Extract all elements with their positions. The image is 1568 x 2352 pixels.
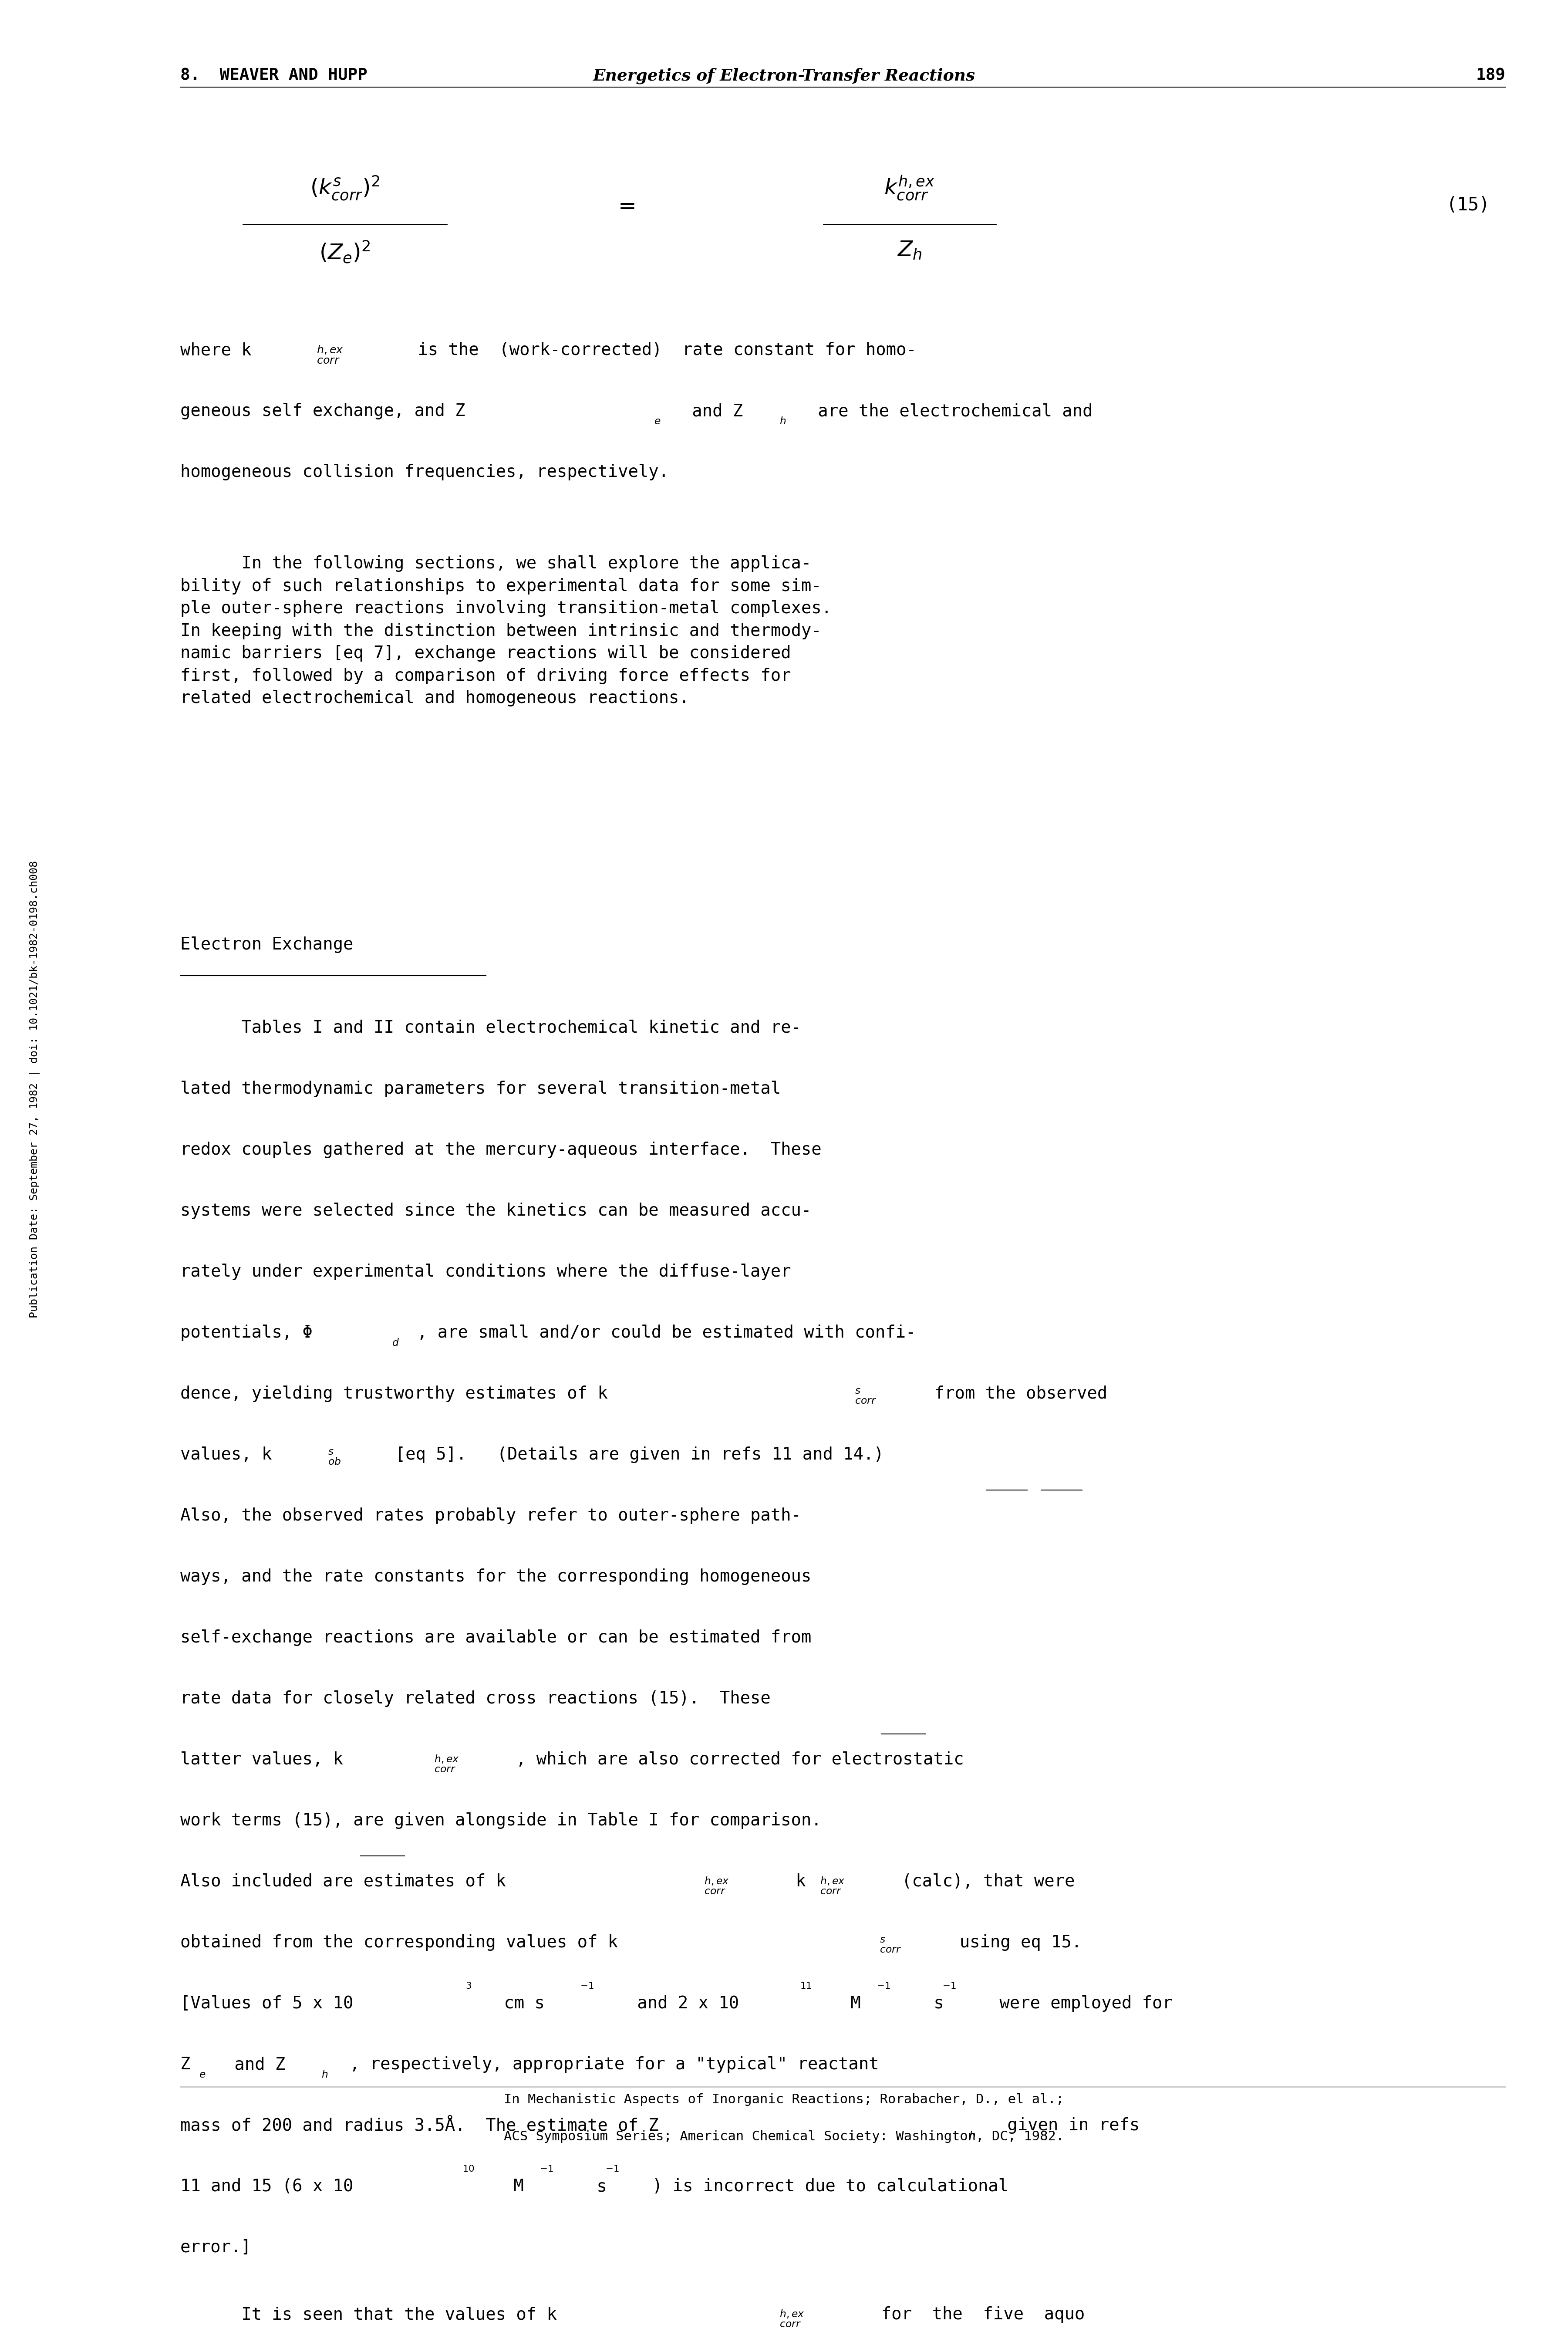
Text: ACS Symposium Series; American Chemical Society: Washington, DC, 1982.: ACS Symposium Series; American Chemical …	[503, 2131, 1065, 2143]
Text: $^{-1}$: $^{-1}$	[942, 1983, 956, 1997]
Text: Energetics of Electron-Transfer Reactions: Energetics of Electron-Transfer Reaction…	[593, 68, 975, 85]
Text: and Z: and Z	[224, 2056, 285, 2072]
Text: and 2 x 10: and 2 x 10	[627, 1994, 739, 2011]
Text: s: s	[924, 1994, 944, 2011]
Text: self-exchange reactions are available or can be estimated from: self-exchange reactions are available or…	[180, 1630, 811, 1646]
Text: using eq 15.: using eq 15.	[939, 1933, 1082, 1950]
Text: (calc), that were: (calc), that were	[902, 1872, 1074, 1891]
Text: $(k^s_{corr})^2$: $(k^s_{corr})^2$	[310, 174, 379, 202]
Text: from the observed: from the observed	[914, 1385, 1107, 1402]
Text: $_e$: $_e$	[654, 412, 660, 426]
Text: were employed for: were employed for	[989, 1994, 1173, 2011]
Text: $_d$: $_d$	[392, 1334, 400, 1348]
Text: $^{-1}$: $^{-1}$	[580, 1983, 594, 1997]
Text: $_h$: $_h$	[321, 2065, 328, 2079]
Text: $^{-1}$: $^{-1}$	[605, 2166, 619, 2178]
Text: Z: Z	[180, 2056, 190, 2072]
Text: $^{11}$: $^{11}$	[800, 1983, 812, 1997]
Text: s: s	[586, 2178, 607, 2194]
Text: M: M	[840, 1994, 861, 2011]
Text: , are small and/or could be estimated with confi-: , are small and/or could be estimated wi…	[417, 1324, 916, 1341]
Text: $^{h,ex}_{corr}$: $^{h,ex}_{corr}$	[317, 343, 343, 365]
Text: obtained from the corresponding values of k: obtained from the corresponding values o…	[180, 1933, 618, 1950]
Text: $_h$: $_h$	[779, 412, 786, 426]
Text: (15): (15)	[1446, 195, 1490, 214]
Text: [Values of 5 x 10: [Values of 5 x 10	[180, 1994, 353, 2011]
Text: $(Z_e)^2$: $(Z_e)^2$	[320, 240, 370, 266]
Text: $^s_{ob}$: $^s_{ob}$	[328, 1449, 340, 1465]
Text: dence, yielding trustworthy estimates of k: dence, yielding trustworthy estimates of…	[180, 1385, 608, 1402]
Text: latter values, k: latter values, k	[180, 1752, 343, 1769]
Text: ) is incorrect due to calculational: ) is incorrect due to calculational	[652, 2178, 1008, 2194]
Text: given in refs: given in refs	[997, 2117, 1140, 2133]
Text: homogeneous collision frequencies, respectively.: homogeneous collision frequencies, respe…	[180, 463, 670, 480]
Text: $_h$: $_h$	[969, 2126, 975, 2140]
Text: $^s_{corr}$: $^s_{corr}$	[880, 1936, 902, 1955]
Text: $^{h,ex}_{corr}$: $^{h,ex}_{corr}$	[779, 2310, 804, 2328]
Text: =: =	[618, 195, 637, 219]
Text: lated thermodynamic parameters for several transition-metal: lated thermodynamic parameters for sever…	[180, 1080, 781, 1096]
Text: work terms (15), are given alongside in Table I for comparison.: work terms (15), are given alongside in …	[180, 1813, 822, 1830]
Text: $^s_{corr}$: $^s_{corr}$	[855, 1388, 877, 1404]
Text: $^{-1}$: $^{-1}$	[539, 2166, 554, 2178]
Text: 11 and 15 (6 x 10: 11 and 15 (6 x 10	[180, 2178, 353, 2194]
Text: $^{-1}$: $^{-1}$	[877, 1983, 891, 1997]
Text: geneous self exchange, and Z: geneous self exchange, and Z	[180, 402, 466, 419]
Text: mass of 200 and radius 3.5Å.  The estimate of Z: mass of 200 and radius 3.5Å. The estimat…	[180, 2117, 659, 2133]
Text: Electron Exchange: Electron Exchange	[180, 936, 353, 953]
Text: rately under experimental conditions where the diffuse-layer: rately under experimental conditions whe…	[180, 1263, 790, 1279]
Text: where k: where k	[180, 341, 251, 358]
Text: is the  (work-corrected)  rate constant for homo-: is the (work-corrected) rate constant fo…	[408, 341, 917, 358]
Text: $k^{h,ex}_{corr}$: $k^{h,ex}_{corr}$	[884, 174, 935, 202]
Text: $^{h,ex}_{corr}$: $^{h,ex}_{corr}$	[434, 1755, 459, 1773]
Text: $^3$: $^3$	[466, 1983, 472, 1997]
Text: systems were selected since the kinetics can be measured accu-: systems were selected since the kinetics…	[180, 1202, 811, 1218]
Text: $Z_h$: $Z_h$	[897, 240, 922, 261]
Text: $^{10}$: $^{10}$	[463, 2166, 475, 2178]
Text: are the electrochemical and: are the electrochemical and	[808, 402, 1093, 419]
Text: values, k: values, k	[180, 1446, 271, 1463]
Text: $^{h,ex}_{corr}$: $^{h,ex}_{corr}$	[820, 1875, 845, 1896]
Text: error.]: error.]	[180, 2239, 251, 2256]
Text: M: M	[503, 2178, 524, 2194]
Text: cm s: cm s	[494, 1994, 544, 2011]
Text: ways, and the rate constants for the corresponding homogeneous: ways, and the rate constants for the cor…	[180, 1569, 811, 1585]
Text: potentials, Φ: potentials, Φ	[180, 1324, 312, 1341]
Text: It is seen that the values of k: It is seen that the values of k	[180, 2307, 557, 2324]
Text: for  the  five  aquo: for the five aquo	[861, 2307, 1085, 2324]
Text: $_e$: $_e$	[199, 2065, 205, 2079]
Text: redox couples gathered at the mercury-aqueous interface.  These: redox couples gathered at the mercury-aq…	[180, 1141, 822, 1157]
Text: and Z: and Z	[682, 402, 743, 419]
Text: , which are also corrected for electrostatic: , which are also corrected for electrost…	[516, 1752, 964, 1769]
Text: Tables I and II contain electrochemical kinetic and re-: Tables I and II contain electrochemical …	[180, 1018, 801, 1035]
Text: $^{h,ex}_{corr}$: $^{h,ex}_{corr}$	[704, 1875, 729, 1896]
Text: k: k	[786, 1872, 806, 1891]
Text: In Mechanistic Aspects of Inorganic Reactions; Rorabacher, D., el al.;: In Mechanistic Aspects of Inorganic Reac…	[503, 2093, 1065, 2105]
Text: In the following sections, we shall explore the applica-
bility of such relation: In the following sections, we shall expl…	[180, 555, 831, 706]
Text: [eq 5].   (Details are given in refs 11 and 14.): [eq 5]. (Details are given in refs 11 an…	[375, 1446, 884, 1463]
Text: 189: 189	[1475, 68, 1505, 82]
Text: 8.  WEAVER AND HUPP: 8. WEAVER AND HUPP	[180, 68, 367, 82]
Text: , respectively, appropriate for a "typical" reactant: , respectively, appropriate for a "typic…	[350, 2056, 880, 2072]
Text: Also, the observed rates probably refer to outer-sphere path-: Also, the observed rates probably refer …	[180, 1508, 801, 1524]
Text: Also included are estimates of k: Also included are estimates of k	[180, 1872, 506, 1891]
Text: Publication Date: September 27, 1982 | doi: 10.1021/bk-1982-0198.ch008: Publication Date: September 27, 1982 | d…	[30, 861, 39, 1317]
Text: rate data for closely related cross reactions (15).  These: rate data for closely related cross reac…	[180, 1691, 770, 1708]
